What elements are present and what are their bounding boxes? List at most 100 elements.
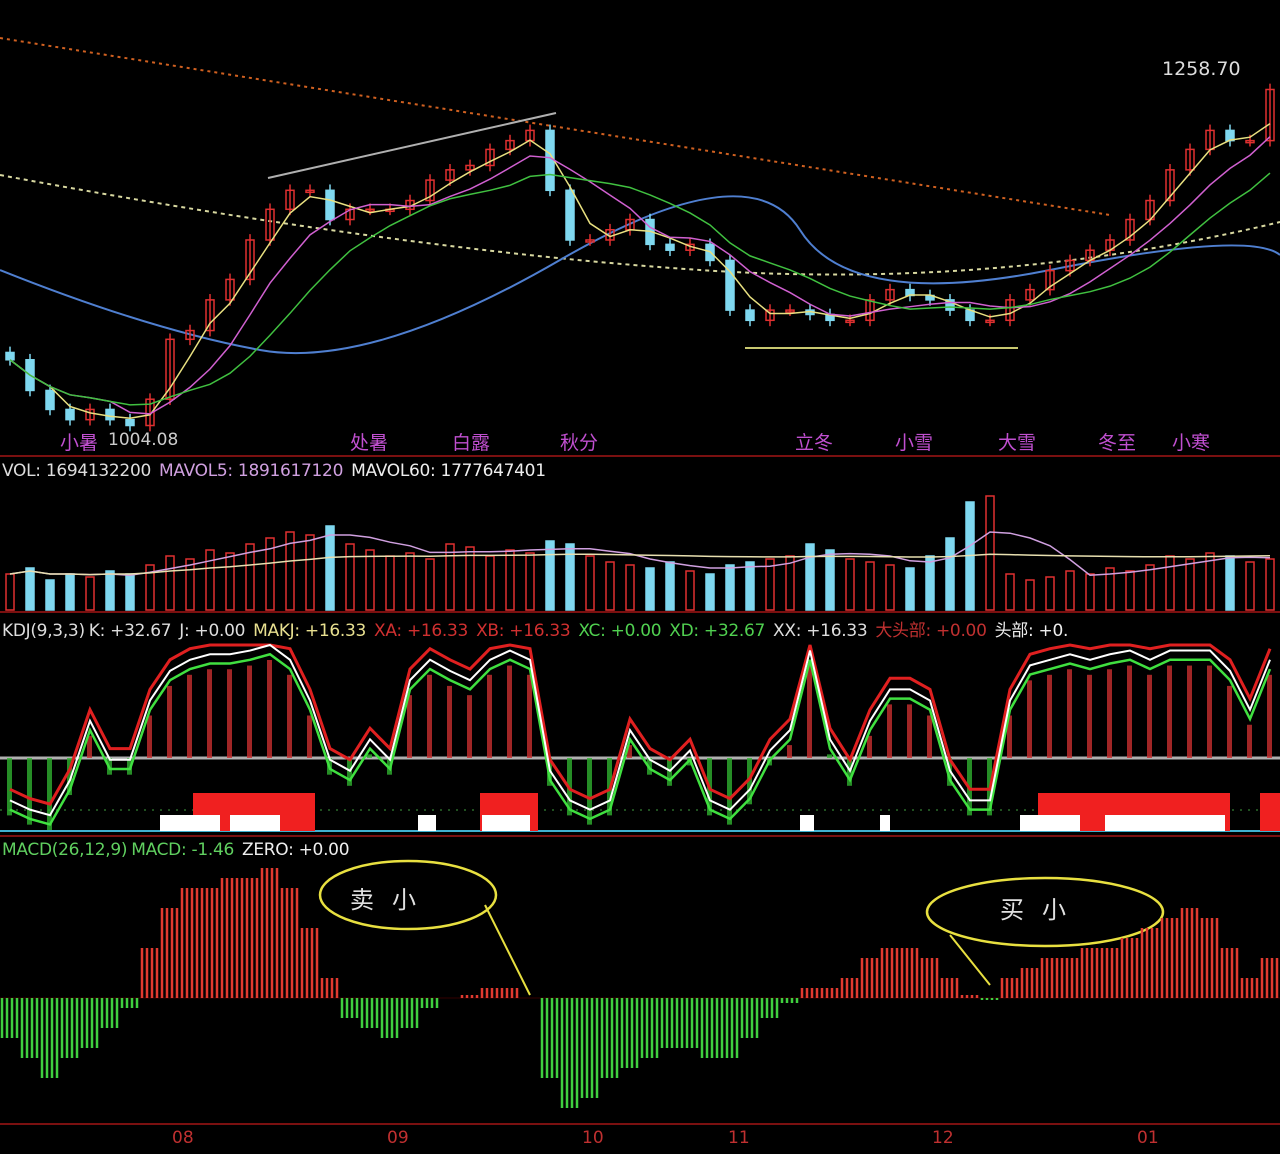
candle-body <box>1185 148 1195 171</box>
volume-header: VOL: 1694132200 MAVOL5: 1891617120 MAVOL60… <box>2 461 554 481</box>
volume-bar <box>485 555 495 611</box>
mavol60-value: MAVOL60: 1777647401 <box>351 461 546 481</box>
volume-bar <box>465 546 475 611</box>
volume-bar <box>145 564 155 611</box>
volume-bar <box>185 558 195 611</box>
candle-body <box>205 299 215 332</box>
kdj-bar <box>367 754 372 758</box>
kdj-bar <box>627 745 632 758</box>
kdj-bar <box>887 704 892 758</box>
candle-body <box>785 309 795 313</box>
volume-bar <box>785 555 795 611</box>
candle-body <box>745 309 755 322</box>
long-ma-dashed-line <box>0 174 1280 276</box>
candle-body <box>985 319 995 324</box>
volume-bar <box>985 495 995 611</box>
kdj-bar <box>1167 665 1172 758</box>
kdj-bar <box>1107 669 1112 758</box>
volume-bar <box>625 564 635 611</box>
kdj-bar <box>867 735 872 758</box>
kdj-bar <box>907 704 912 758</box>
kdj-j-line <box>9 652 1272 826</box>
solar-term-label: 小雪 <box>895 432 934 454</box>
volume-bar <box>1145 564 1155 611</box>
candle-body <box>1265 88 1275 142</box>
kdj-bar <box>1067 669 1072 758</box>
kdj-xb: XB: +16.33 <box>476 621 571 641</box>
candle-body <box>1125 218 1135 241</box>
kdj-bar <box>1127 665 1132 758</box>
candle-body <box>485 148 495 167</box>
kdj-bar <box>247 665 252 758</box>
solar-term-label: 小暑 <box>60 432 99 454</box>
ma6-line <box>9 136 1271 415</box>
kdj-bar <box>1207 665 1212 758</box>
kdj-xx: XX: +16.33 <box>773 621 868 641</box>
mavol5-value: MAVOL5: 1891617120 <box>158 461 344 481</box>
kdj-bar <box>487 674 492 758</box>
kdj-bar <box>1007 715 1012 758</box>
candle-body <box>1005 299 1015 322</box>
kdj-bar <box>267 660 272 758</box>
kdj-bar <box>827 754 832 758</box>
volume-bar <box>545 540 555 611</box>
candle-body <box>125 418 135 427</box>
candle-body <box>765 309 775 322</box>
kdj-bar <box>507 665 512 758</box>
kdj-bar <box>47 758 52 830</box>
candle-body <box>105 408 115 421</box>
volume-bar <box>945 537 955 611</box>
candle-body <box>365 208 375 213</box>
candle-body <box>725 259 735 311</box>
kdj-bar <box>1187 665 1192 758</box>
candle-body <box>325 189 335 221</box>
volume-bar <box>25 567 35 611</box>
kdj-bar <box>927 715 932 758</box>
candle-body <box>245 239 255 281</box>
kdj-bar <box>1227 685 1232 758</box>
kdj-bar <box>187 674 192 758</box>
kdj-bar <box>87 735 92 758</box>
kdj-bar <box>427 674 432 758</box>
volume-bar <box>125 573 135 611</box>
sell-annotation-ellipse <box>318 859 498 931</box>
kdj-layer <box>7 643 1272 830</box>
resistance-trendline <box>267 112 557 179</box>
volume-bar <box>905 567 915 611</box>
kdj-bar <box>1267 674 1272 758</box>
candle-body <box>145 398 155 427</box>
volume-bar <box>45 579 55 611</box>
kdj-bar <box>407 695 412 758</box>
volume-bar <box>85 576 95 611</box>
low-price-label: 1004.08 <box>108 430 179 450</box>
volume-bar <box>1005 573 1015 611</box>
volume-bar <box>585 555 595 611</box>
volume-bar <box>525 552 535 611</box>
kdj-bar <box>467 695 472 758</box>
candle-body <box>565 189 575 241</box>
volume-bar <box>285 531 295 611</box>
volume-bar <box>1225 555 1235 611</box>
volume-bar <box>645 567 655 611</box>
solar-term-label: 立冬 <box>795 432 834 454</box>
volume-bar <box>65 573 75 611</box>
kdj-bar <box>127 758 132 775</box>
chart-guides <box>0 37 1280 1125</box>
volume-bar <box>1085 573 1095 611</box>
candle-body <box>265 208 275 241</box>
volume-bar <box>305 534 315 611</box>
kdj-bar <box>807 665 812 758</box>
kdj-bar <box>147 715 152 758</box>
candle-body <box>185 329 195 341</box>
kdj-k-line <box>9 643 1271 817</box>
month-tick-label: 12 <box>932 1128 954 1148</box>
kdj-bar <box>27 758 32 825</box>
volume-bar <box>1065 570 1075 611</box>
solar-term-label: 处暑 <box>350 432 389 454</box>
sell-annotation: 卖小 <box>350 886 434 914</box>
macd-bars-layer <box>0 868 1279 1108</box>
candle-body <box>1025 288 1035 301</box>
candle-body <box>225 278 235 301</box>
candle-body <box>465 164 475 171</box>
